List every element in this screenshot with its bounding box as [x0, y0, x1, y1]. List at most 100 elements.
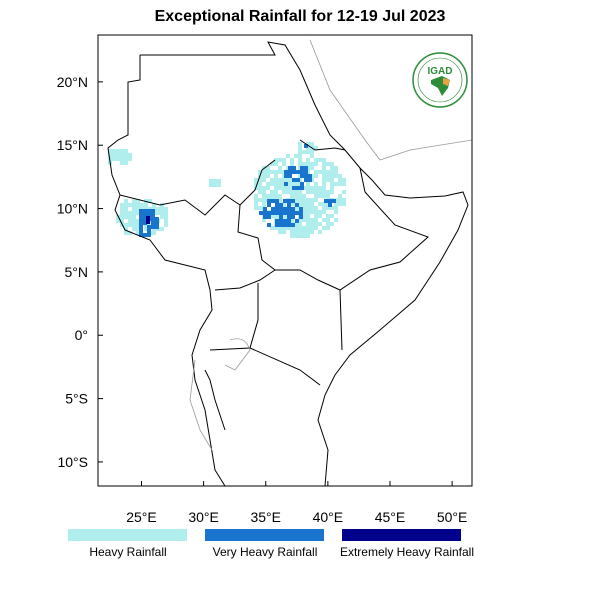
rainfall-cell [302, 226, 306, 230]
rainfall-cell [283, 211, 287, 215]
rainfall-cell [291, 215, 295, 219]
rainfall-cell [155, 217, 159, 221]
rainfall-cell [116, 153, 120, 157]
rainfall-cell [275, 207, 279, 211]
rainfall-cell [262, 190, 266, 194]
rainfall-cell [290, 162, 294, 166]
rainfall-cell [294, 230, 298, 234]
rainfall-cell [271, 211, 275, 215]
rainfall-cell [342, 198, 346, 202]
rainfall-cell [291, 211, 295, 215]
rainfall-cell [326, 174, 330, 178]
rainfall-cell [263, 215, 267, 219]
rainfall-cell [322, 218, 326, 222]
rainfall-cell [298, 162, 302, 166]
rainfall-cell [147, 209, 151, 213]
ethiopia-somalia-border [275, 167, 429, 291]
rainfall-cell [282, 214, 286, 218]
rainfall-cell [310, 162, 314, 166]
rainfall-cell [258, 198, 262, 202]
rainfall-cell [274, 170, 278, 174]
rainfall-cell [330, 214, 334, 218]
rainfall-cell [254, 206, 258, 210]
rainfall-cell [310, 226, 314, 230]
rainfall-cell [322, 194, 326, 198]
rainfall-cell [217, 183, 221, 187]
rainfall-cell [124, 157, 128, 161]
rainfall-cell [271, 199, 275, 203]
rainfall-cell [136, 211, 140, 215]
rainfall-cell [298, 222, 302, 226]
rainfall-cell [151, 217, 155, 221]
rainfall-cell [322, 226, 326, 230]
svg-text:IGAD: IGAD [428, 66, 453, 77]
rainfall-cell [128, 211, 132, 215]
rainfall-cell [128, 157, 132, 161]
rainfall-cell [290, 158, 294, 162]
rainfall-cell [266, 182, 270, 186]
rainfall-cell [108, 149, 112, 153]
rainfall-cell [296, 170, 300, 174]
rainfall-cell [262, 186, 266, 190]
rainfall-cell [330, 206, 334, 210]
rainfall-cell [330, 222, 334, 226]
rainfall-cell [283, 223, 287, 227]
rainfall-cell [263, 211, 267, 215]
rainfall-cell [314, 182, 318, 186]
rainfall-cell [160, 227, 164, 231]
rainfall-cell [302, 150, 306, 154]
rainfall-cell [262, 194, 266, 198]
rainfall-cell [296, 178, 300, 182]
rainfall-cell [294, 182, 298, 186]
rainfall-cell [132, 223, 136, 227]
rainfall-cell [164, 211, 168, 215]
legend-label-very-heavy: Very Heavy Rainfall [212, 545, 318, 559]
rainfall-cell [304, 166, 308, 170]
rainfall-cell [342, 182, 346, 186]
rainfall-cell [322, 190, 326, 194]
rainfall-cell [306, 202, 310, 206]
rainfall-cell [298, 230, 302, 234]
rainfall-cell [128, 153, 132, 157]
rainfall-cell [213, 179, 217, 183]
rainfall-cell [295, 211, 299, 215]
rainfall-cell [144, 203, 148, 207]
rainfall-cell [310, 150, 314, 154]
rainfall-cell [124, 207, 128, 211]
x-tick-label: 35°E [250, 509, 281, 525]
rainfall-cell [274, 174, 278, 178]
rainfall-cell [290, 234, 294, 238]
rainfall-cell [283, 219, 287, 223]
rainfall-cell [294, 234, 298, 238]
rainfall-cell [310, 190, 314, 194]
rainfall-cell [266, 170, 270, 174]
rainfall-cell [258, 190, 262, 194]
rainfall-cell [290, 226, 294, 230]
rainfall-cell [120, 157, 124, 161]
y-tick-label: 0° [75, 327, 88, 343]
rainfall-cell [262, 170, 266, 174]
rainfall-cell [299, 215, 303, 219]
rainfall-cell [326, 218, 330, 222]
rainfall-cell [270, 226, 274, 230]
rainfall-cell [164, 207, 168, 211]
rainfall-cell [306, 230, 310, 234]
rainfall-cell [314, 190, 318, 194]
rainfall-cell [278, 186, 282, 190]
rainfall-cell [270, 190, 274, 194]
rainfall-cell [310, 230, 314, 234]
western-border [107, 55, 226, 487]
rainfall-cell [274, 186, 278, 190]
rainfall-cell [310, 166, 314, 170]
rainfall-cell [282, 186, 286, 190]
rainfall-cell [147, 225, 151, 229]
x-tick-label: 45°E [375, 509, 406, 525]
rainfall-cell [139, 209, 143, 213]
rainfall-cell [288, 166, 292, 170]
rainfall-cell [284, 170, 288, 174]
rainfall-cell [209, 179, 213, 183]
rainfall-cell [160, 207, 164, 211]
rainfall-cell [322, 178, 326, 182]
